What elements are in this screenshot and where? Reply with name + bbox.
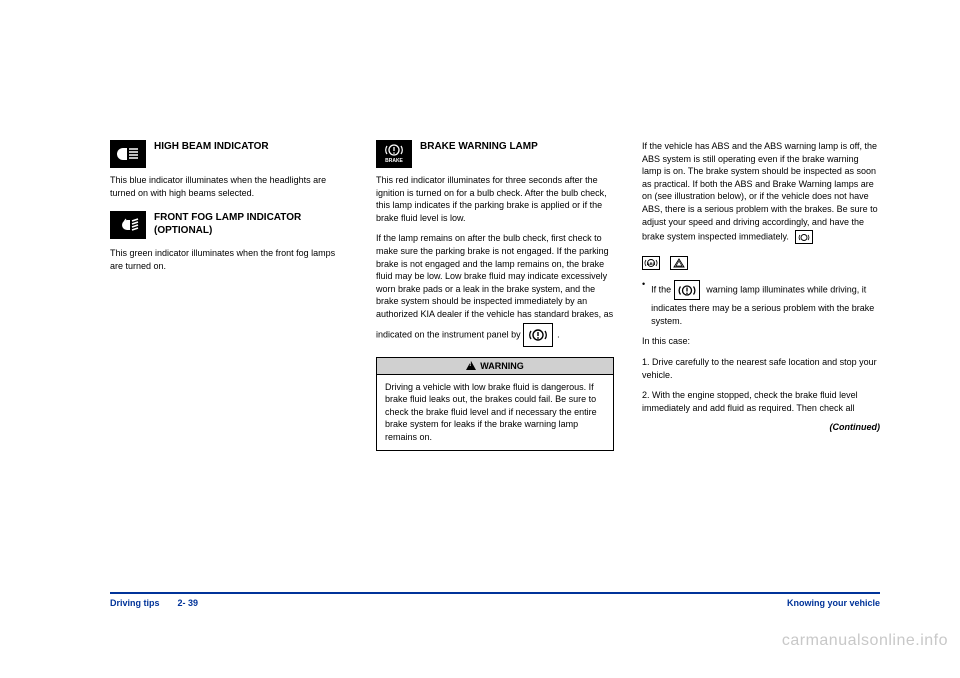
brake-section: BRAKE BRAKE WARNING LAMP — [376, 140, 614, 168]
brake-tiny-icon — [795, 230, 813, 244]
col3-b2: 2. With the engine stopped, check the br… — [642, 389, 880, 414]
brake-inline-icon-2 — [674, 280, 700, 300]
dual-icon-row: ABS — [642, 254, 880, 272]
col3-p1: If the vehicle has ABS and the ABS warni… — [642, 140, 880, 246]
page-content: HIGH BEAM INDICATOR This blue indicator … — [0, 0, 960, 497]
brake-icon-label: BRAKE — [385, 159, 403, 164]
fog-section: FRONT FOG LAMP INDICATOR (OPTIONAL) — [110, 211, 348, 241]
high-beam-text: This blue indicator illuminates when the… — [110, 174, 348, 199]
svg-text:ABS: ABS — [647, 261, 656, 266]
footer-section: Driving tips — [110, 598, 160, 608]
column-2: BRAKE BRAKE WARNING LAMP This red indica… — [376, 140, 614, 457]
col3-p2-wrap: • If the warning lamp illuminates while … — [642, 278, 880, 327]
col3-p2-lead: If the — [651, 285, 671, 295]
high-beam-title: HIGH BEAM INDICATOR — [154, 140, 269, 153]
fog-text: This green indicator illuminates when th… — [110, 247, 348, 272]
warning-triangle-icon — [466, 361, 476, 370]
fog-lamp-icon — [110, 211, 146, 239]
col3-p3: In this case: — [642, 335, 880, 348]
column-3: If the vehicle has ABS and the ABS warni… — [642, 140, 880, 457]
watermark: carmanualsonline.info — [782, 632, 948, 650]
high-beam-icon — [110, 140, 146, 168]
hazard-icon — [670, 256, 688, 270]
warning-label: WARNING — [480, 361, 524, 371]
footer-left: Driving tips 2- 39 — [110, 598, 198, 608]
page-footer: Driving tips 2- 39 Knowing your vehicle — [110, 592, 880, 608]
footer-right: Knowing your vehicle — [787, 598, 880, 608]
abs-icon: ABS — [642, 256, 660, 270]
col3-b1: 1. Drive carefully to the nearest safe l… — [642, 356, 880, 381]
brake-p1: This red indicator illuminates for three… — [376, 174, 614, 224]
brake-warning-icon: BRAKE — [376, 140, 412, 168]
brake-title: BRAKE WARNING LAMP — [420, 140, 538, 153]
brake-inline-icon — [523, 323, 553, 347]
fog-title: FRONT FOG LAMP INDICATOR (OPTIONAL) — [154, 211, 348, 237]
warning-box: WARNING Driving a vehicle with low brake… — [376, 357, 614, 451]
continued-label: (Continued) — [642, 422, 880, 432]
column-1: HIGH BEAM INDICATOR This blue indicator … — [110, 140, 348, 457]
footer-page: 2- 39 — [178, 598, 199, 608]
high-beam-section: HIGH BEAM INDICATOR — [110, 140, 348, 168]
brake-p2-wrap: If the lamp remains on after the bulb ch… — [376, 232, 614, 348]
warning-header: WARNING — [377, 358, 613, 375]
warning-body: Driving a vehicle with low brake fluid i… — [377, 375, 613, 450]
brake-p2: If the lamp remains on after the bulb ch… — [376, 233, 613, 339]
